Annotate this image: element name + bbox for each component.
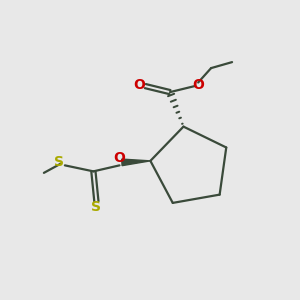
Text: O: O [133,78,145,92]
Text: O: O [192,78,204,92]
Polygon shape [122,159,150,166]
Text: S: S [92,200,101,214]
Text: O: O [114,151,125,165]
Text: S: S [55,155,64,170]
